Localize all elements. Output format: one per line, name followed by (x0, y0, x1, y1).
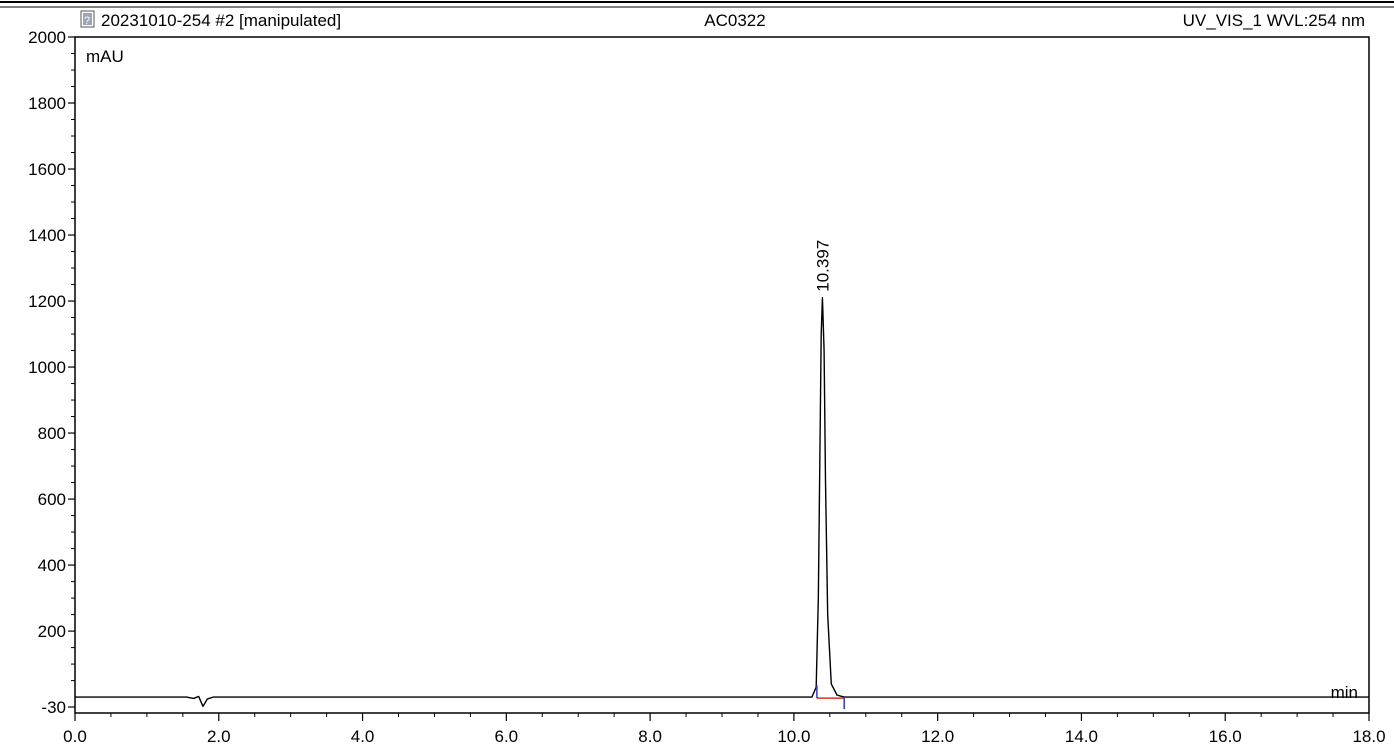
y-tick-label: 2000 (28, 28, 66, 47)
x-tick-label: 4.0 (351, 727, 375, 746)
x-tick-label: 8.0 (638, 727, 662, 746)
y-tick-label: -30 (41, 698, 66, 717)
x-tick-label: 16.0 (1209, 727, 1242, 746)
y-tick-label: 600 (38, 490, 66, 509)
chromatogram-trace (75, 297, 1369, 708)
sample-name: AC0322 (704, 11, 765, 30)
svg-text:?: ? (84, 15, 90, 27)
x-tick-label: 2.0 (207, 727, 231, 746)
document-icon: ? (80, 10, 95, 28)
y-tick-label: 400 (38, 556, 66, 575)
plot-frame (74, 36, 1370, 714)
x-tick-label: 6.0 (495, 727, 519, 746)
y-tick-label: 1400 (28, 226, 66, 245)
x-axis-unit-label: min (1331, 683, 1358, 702)
x-tick-label: 0.0 (63, 727, 87, 746)
y-tick-label: 1600 (28, 160, 66, 179)
x-tick-label: 18.0 (1352, 727, 1385, 746)
y-tick-label: 1200 (28, 292, 66, 311)
y-tick-label: 1800 (28, 94, 66, 113)
x-tick-label: 14.0 (1065, 727, 1098, 746)
x-tick-label: 10.0 (777, 727, 810, 746)
channel-label: UV_VIS_1 WVL:254 nm (1183, 11, 1365, 30)
y-tick-label: 1000 (28, 358, 66, 377)
y-tick-label: 800 (38, 424, 66, 443)
peak-label: 10.397 (813, 240, 832, 292)
y-tick-label: 200 (38, 622, 66, 641)
x-tick-label: 12.0 (921, 727, 954, 746)
y-axis-unit-label: mAU (86, 47, 124, 66)
sample-title: 20231010-254 #2 [manipulated] (101, 11, 341, 30)
